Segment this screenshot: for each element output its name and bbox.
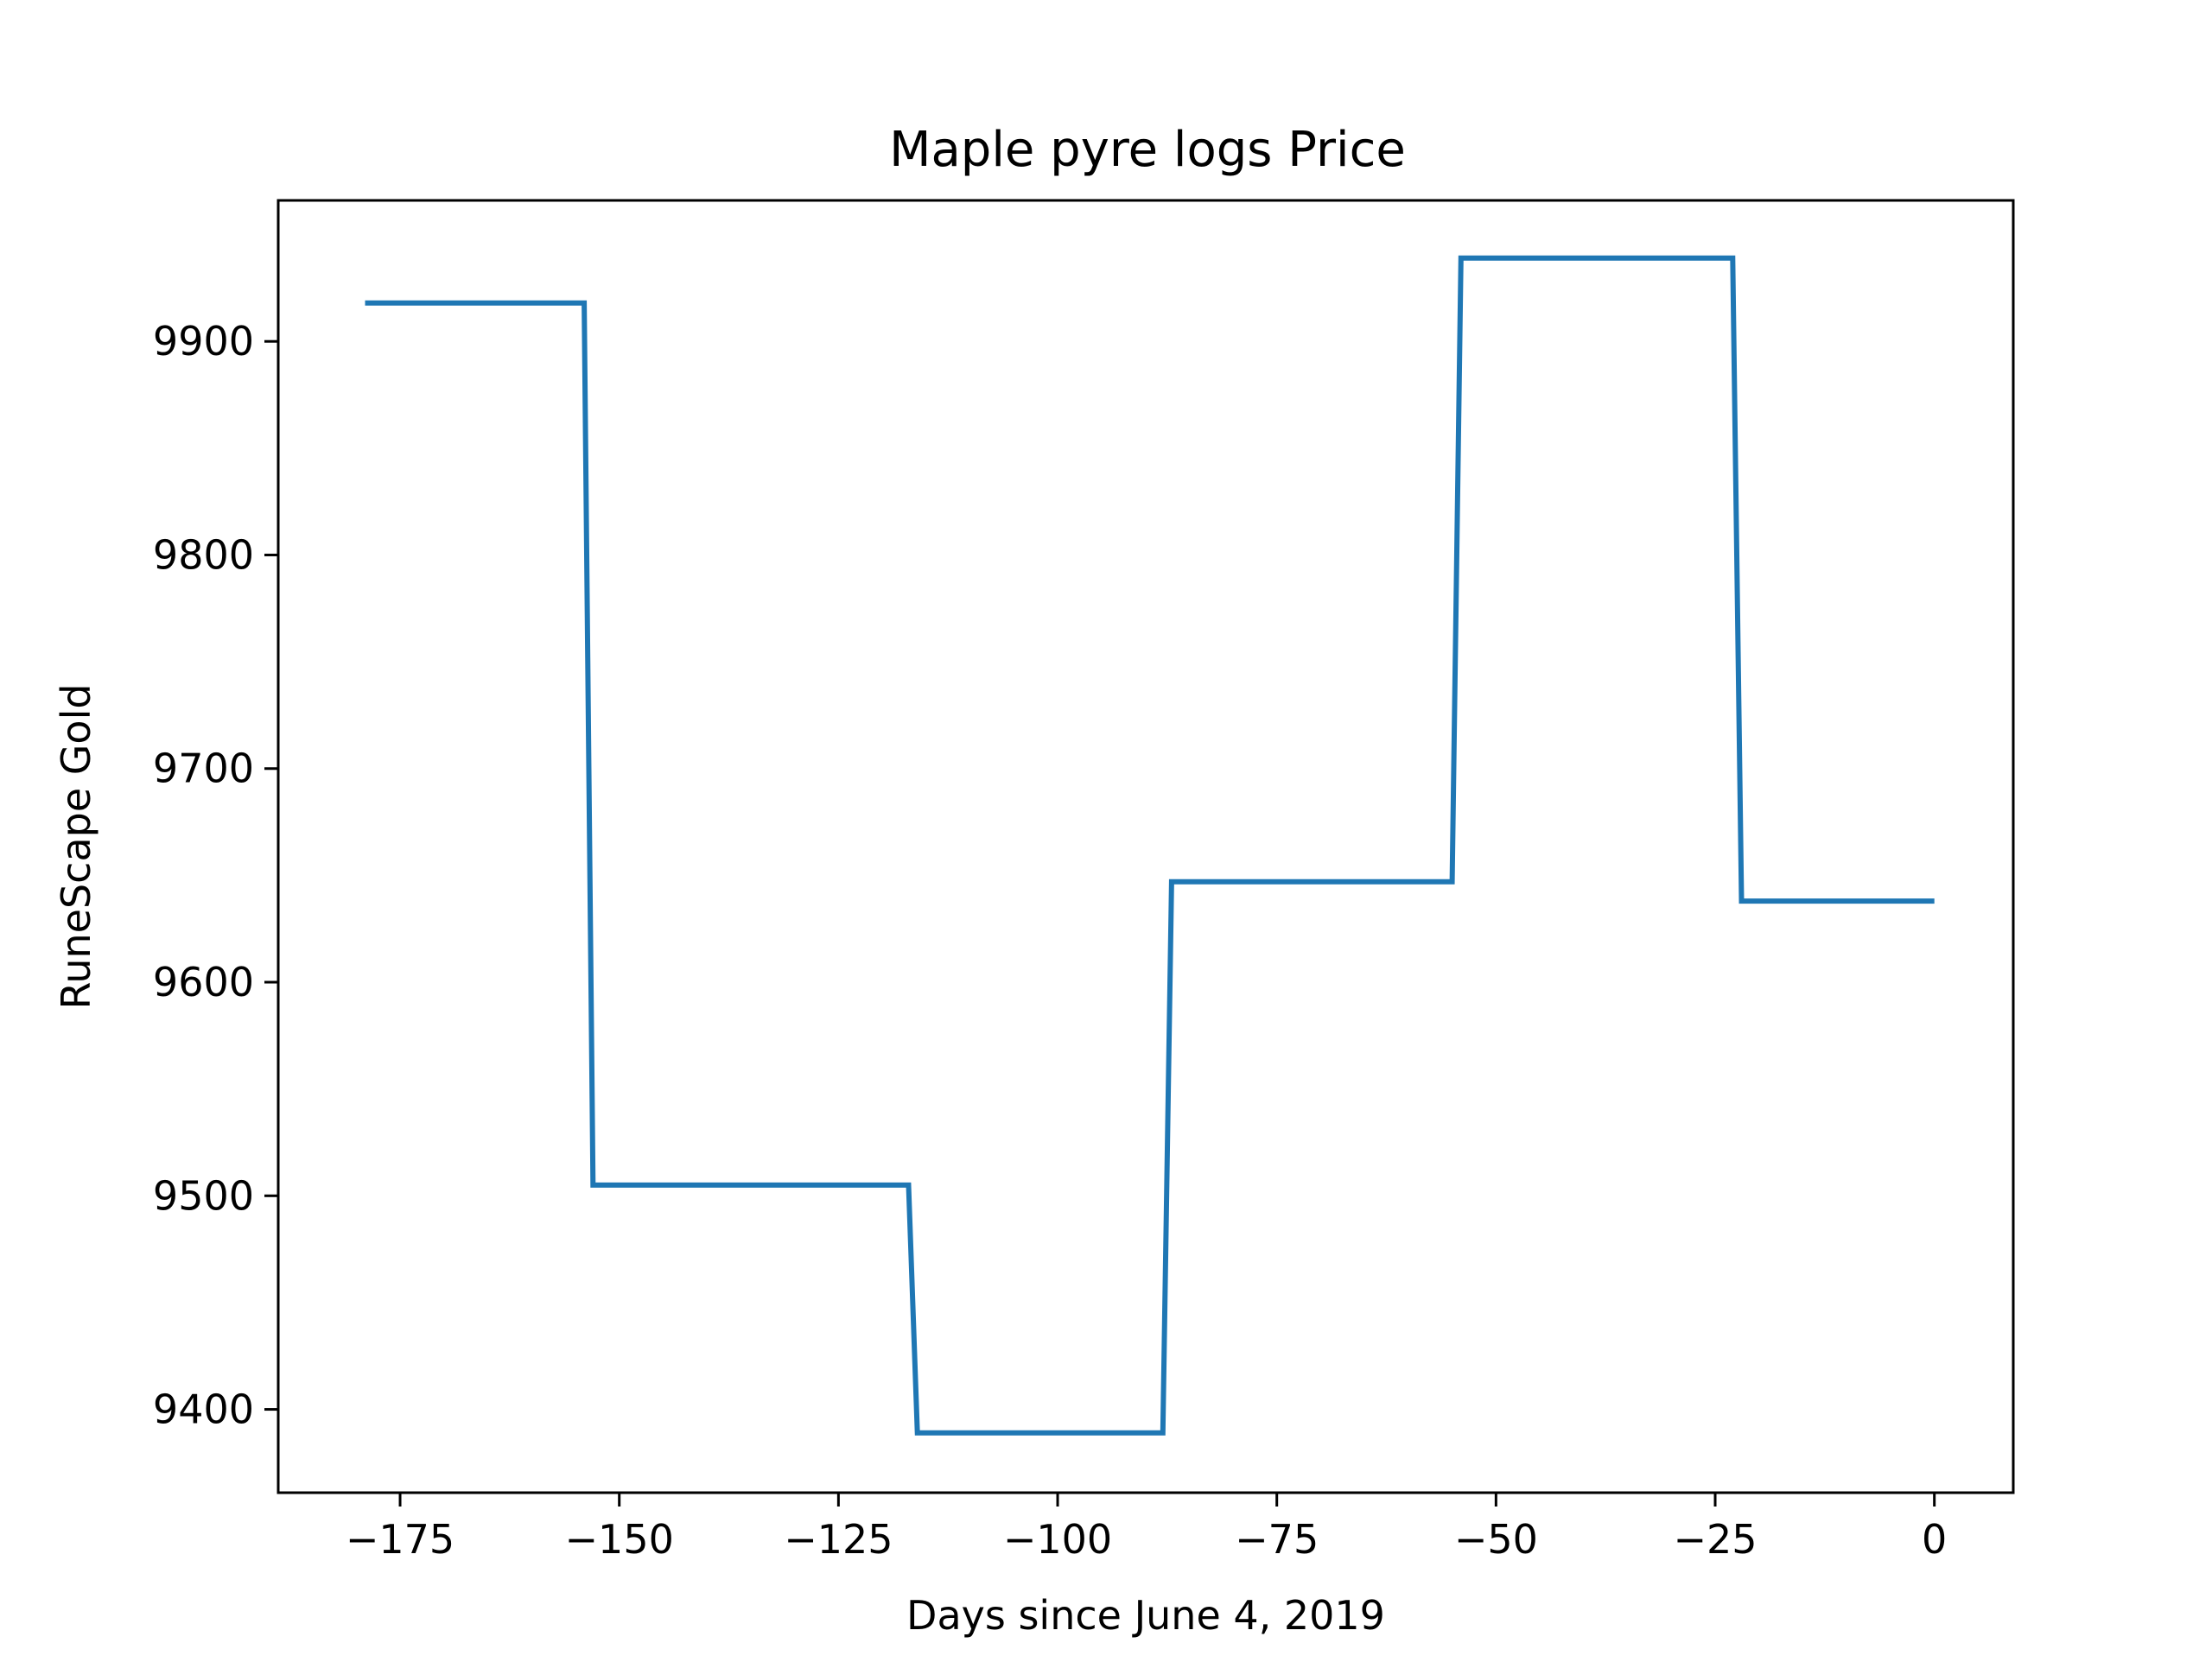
x-tick-label: −150 xyxy=(565,1516,674,1563)
y-axis-label: RuneScape Gold xyxy=(53,683,99,1009)
axes-frame xyxy=(276,199,2015,1494)
x-tick-label: −75 xyxy=(1235,1516,1319,1563)
price-series-line-0 xyxy=(365,255,1935,1436)
x-axis-label: Days since June 4, 2019 xyxy=(906,1592,1385,1639)
x-tick-label: −25 xyxy=(1673,1516,1757,1563)
y-tick-label: 9800 xyxy=(153,531,254,578)
x-tick-label: −175 xyxy=(346,1516,454,1563)
chart-title: Maple pyre logs Price xyxy=(889,122,1406,178)
x-tick-label: −50 xyxy=(1454,1516,1538,1563)
y-tick-label: 9600 xyxy=(153,959,254,1005)
plot-area xyxy=(365,255,1935,1436)
y-tick-label: 9900 xyxy=(153,318,254,365)
x-axis: −175 −150 −125 −100 −75 −50 −25 0 xyxy=(346,1493,1947,1563)
y-tick-label: 9400 xyxy=(153,1386,254,1433)
y-tick-label: 9500 xyxy=(153,1172,254,1219)
y-axis: 9400 9500 9600 9700 9800 9900 xyxy=(153,318,278,1433)
x-tick-label: −100 xyxy=(1003,1516,1112,1563)
y-tick-label: 9700 xyxy=(153,745,254,792)
x-tick-label: −125 xyxy=(784,1516,893,1563)
x-tick-label: 0 xyxy=(1922,1516,1947,1563)
